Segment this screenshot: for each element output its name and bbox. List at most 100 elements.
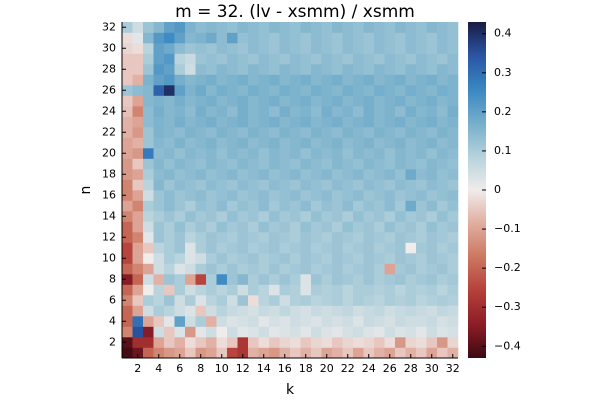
heatmap-cell [353,305,364,317]
heatmap-cell [405,116,417,128]
heatmap-cell [122,106,133,117]
heatmap-cell [384,242,396,254]
heatmap-cell [363,347,375,359]
heatmap-cell [279,148,291,159]
heatmap-cell [206,232,217,243]
heatmap-cell [290,158,301,170]
heatmap-cell [248,64,259,75]
heatmap-cell [143,242,154,254]
heatmap-cell [216,190,228,201]
heatmap-cell [300,295,312,306]
heatmap-cell [342,253,354,264]
heatmap-cell [384,169,396,180]
heatmap-cell [248,253,259,264]
heatmap-cell [206,106,217,117]
heatmap-cell [384,295,396,306]
heatmap-cell [248,169,259,180]
heatmap-cell [195,64,207,75]
heatmap-cell [290,106,301,117]
heatmap-cell [269,85,280,96]
heatmap-cell [206,43,217,54]
heatmap-cell [374,242,385,254]
heatmap-cell [447,200,459,212]
heatmap-cell [384,221,396,233]
heatmap-cell [426,95,438,107]
heatmap-cell [374,169,385,180]
heatmap-cell [395,106,406,117]
heatmap-cell [237,200,249,212]
heatmap-cell [321,221,333,233]
heatmap-cell [269,106,280,117]
heatmap-cell [300,242,312,254]
heatmap-cell [321,85,333,96]
heatmap-cell [185,179,196,191]
heatmap-cell [237,95,249,107]
heatmap-cell [216,116,228,128]
heatmap-cell [342,158,354,170]
heatmap-cell [164,347,175,359]
heatmap-cell [342,274,354,285]
heatmap-cell [342,242,354,254]
heatmap-cell [143,169,154,180]
heatmap-cell [269,158,280,170]
heatmap-cell [279,232,291,243]
heatmap-cell [290,232,301,243]
heatmap-cell [353,242,364,254]
heatmap-cell [185,32,196,44]
heatmap-cell [416,284,427,296]
heatmap-cell [353,263,364,275]
heatmap-cell [300,137,312,149]
heatmap-cell [248,326,259,338]
heatmap-cell [321,158,333,170]
heatmap-cell [416,64,427,75]
heatmap-cell [269,347,280,359]
heatmap-cell [290,242,301,254]
heatmap-cell [353,295,364,306]
heatmap-cell [405,274,417,285]
heatmap-cell [363,158,375,170]
heatmap-cell [269,22,280,33]
heatmap-cell [174,116,186,128]
heatmap-cell [216,106,228,117]
heatmap-cell [447,253,459,264]
heatmap-cell [437,148,448,159]
heatmap-cell [258,43,270,54]
heatmap-cell [405,137,417,149]
heatmap-cell [311,326,322,338]
heatmap-cell [290,95,301,107]
heatmap-cell [258,253,270,264]
heatmap-cell [332,74,343,86]
heatmap-cell [416,179,427,191]
heatmap-cell [300,200,312,212]
heatmap-cell [384,190,396,201]
heatmap-cell [258,295,270,306]
heatmap-cell [426,158,438,170]
heatmap-cell [227,316,238,327]
heatmap-cell [132,232,144,243]
heatmap-cell [321,211,333,222]
heatmap-cell [405,347,417,359]
heatmap-cell [290,169,301,180]
heatmap-cell [447,347,459,359]
x-tick-label: 14 [257,362,271,375]
colorbar-tick-label: −0.2 [494,261,521,274]
heatmap-cell [279,221,291,233]
heatmap-cell [447,169,459,180]
heatmap-cell [405,326,417,338]
heatmap-cell [363,211,375,222]
heatmap-cell [405,305,417,317]
heatmap-cell [122,221,133,233]
heatmap-cell [164,32,175,44]
heatmap-cell [279,137,291,149]
heatmap-cell [237,253,249,264]
heatmap-cell [174,337,186,348]
heatmap-cell [269,53,280,65]
heatmap-cell [405,200,417,212]
heatmap-cell [195,337,207,348]
heatmap-cell [279,95,291,107]
heatmap-cell [122,274,133,285]
heatmap-cell [374,137,385,149]
heatmap-cell [332,295,343,306]
heatmap-cell [405,221,417,233]
heatmap-cell [321,43,333,54]
